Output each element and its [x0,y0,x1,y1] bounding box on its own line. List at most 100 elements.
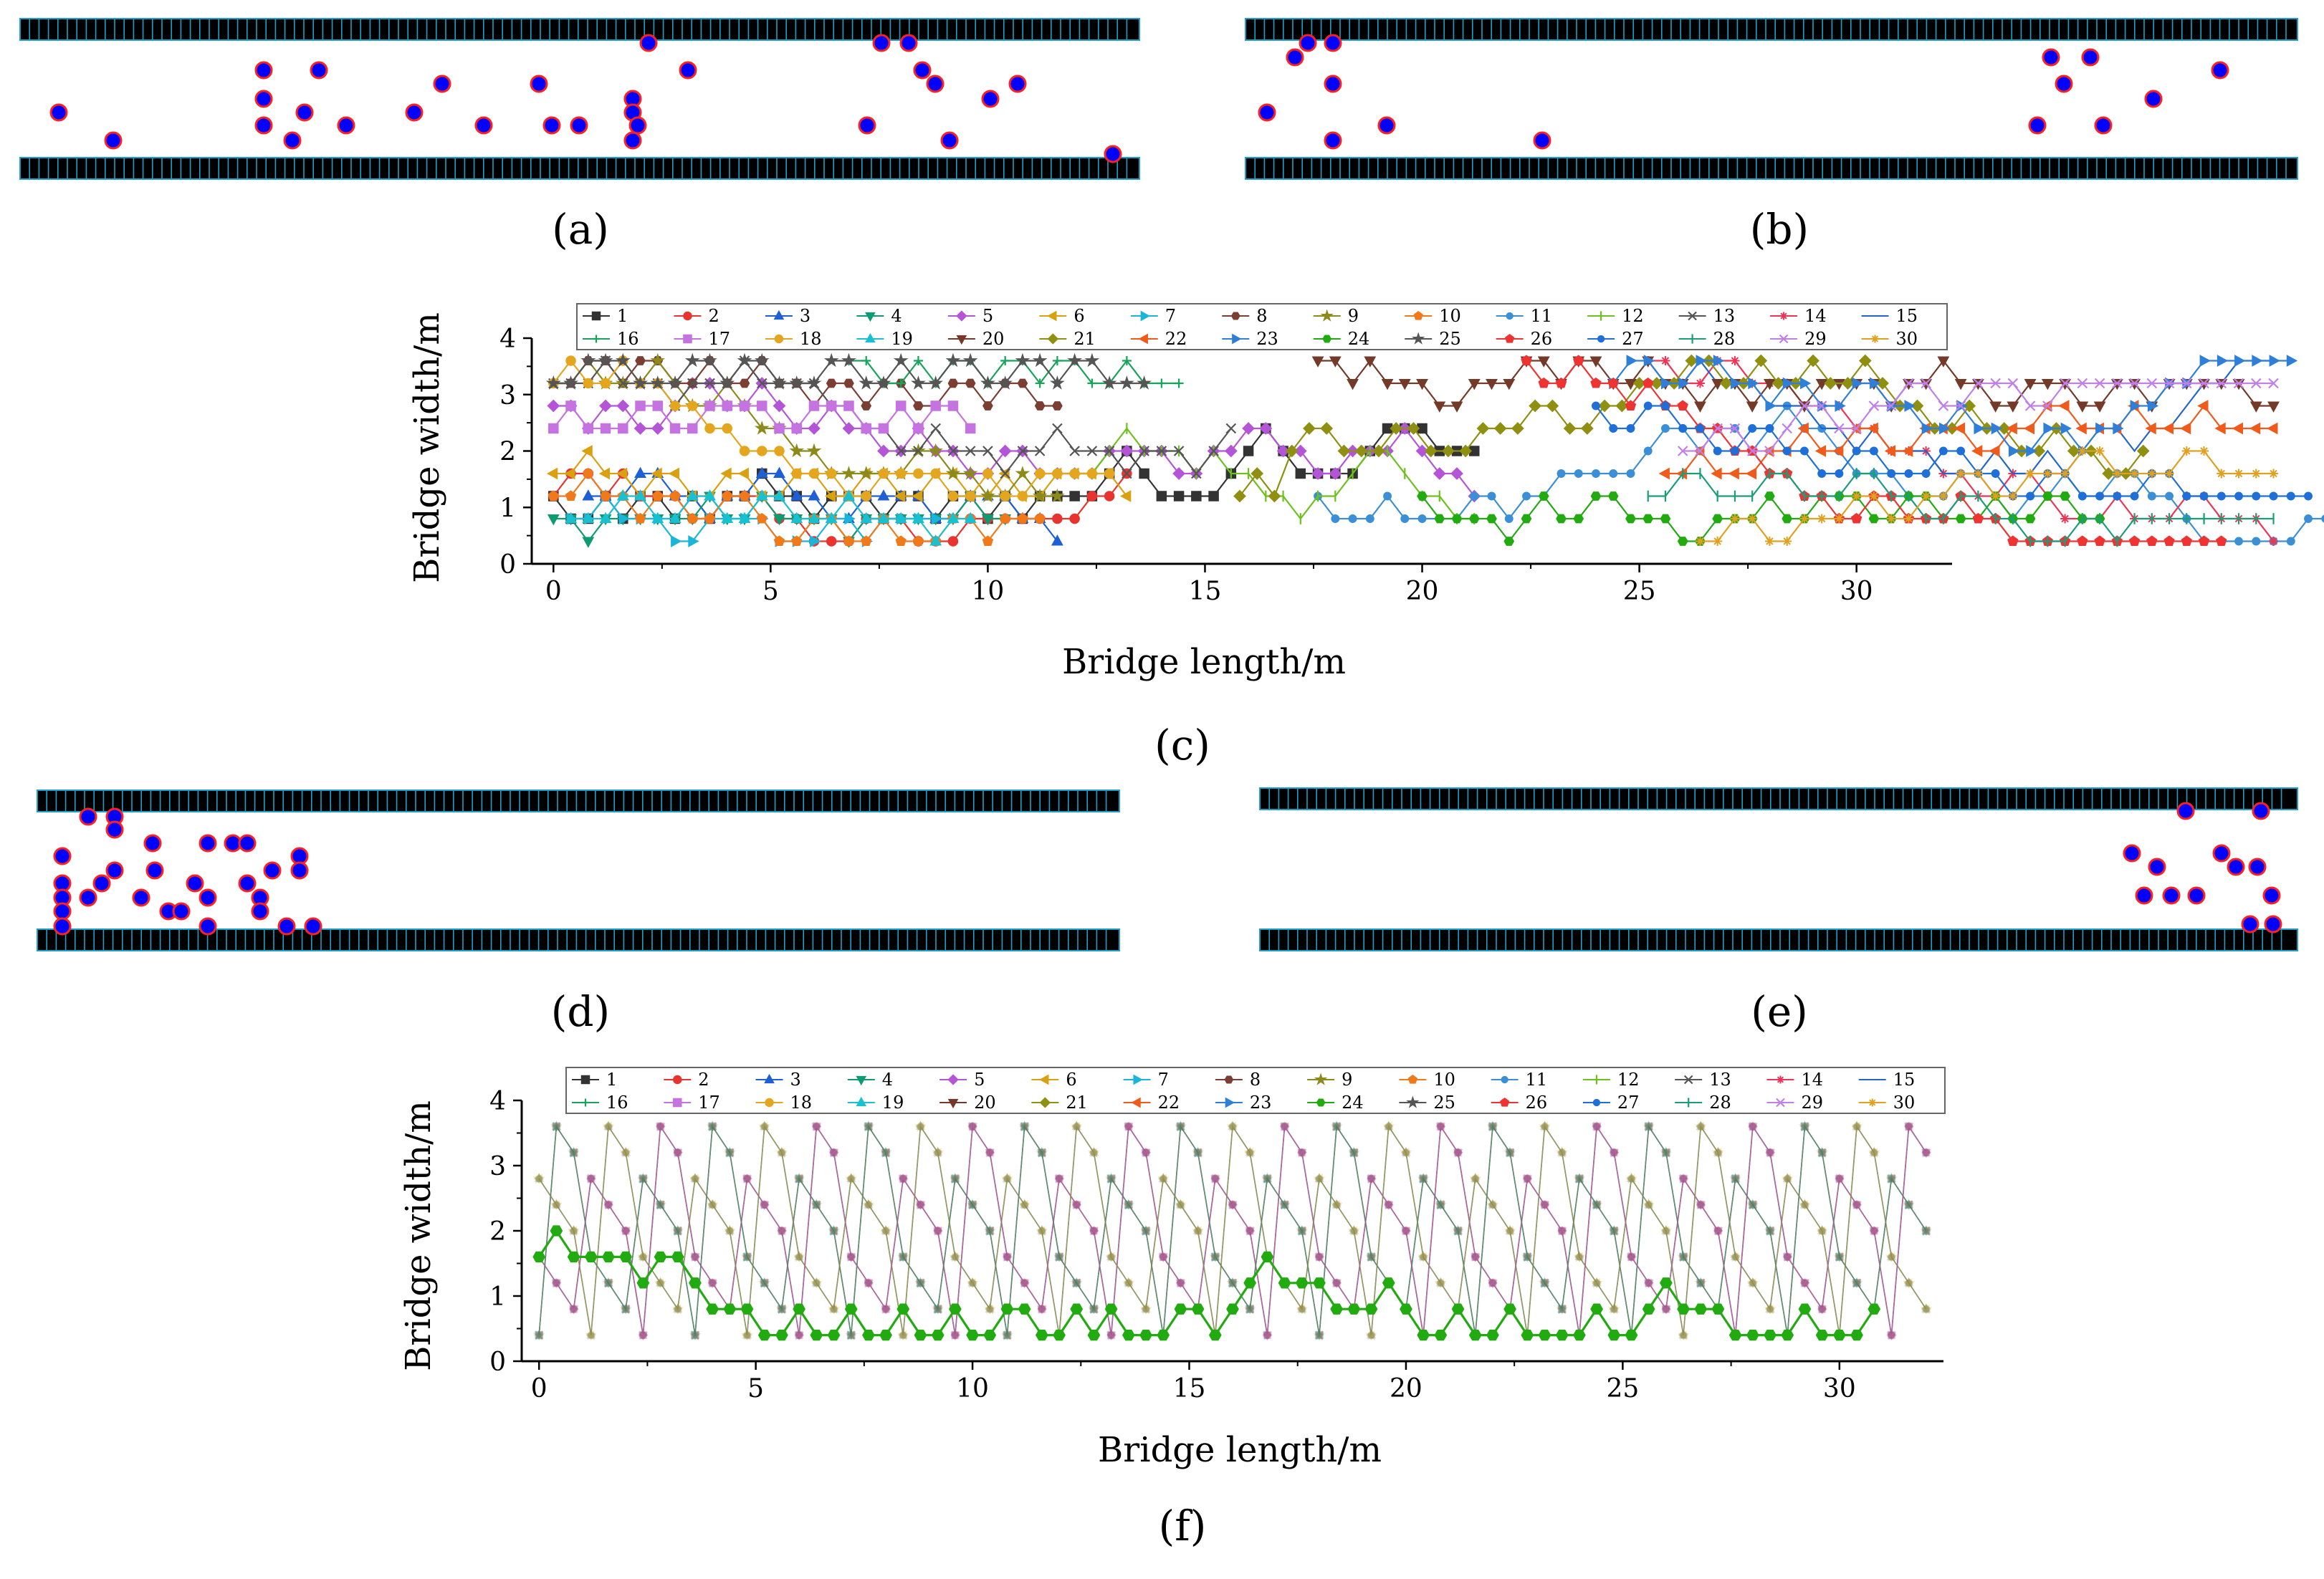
series-marker-2 [1104,491,1115,501]
legend-label-14: 14 [1804,306,1827,326]
legend-label-8: 8 [1250,1070,1261,1090]
series-marker-25 [876,375,891,390]
series-marker-29 [2094,378,2105,389]
series-marker-5 [998,444,1012,458]
legend-label-11: 11 [1531,306,1553,326]
x-tick-label: 5 [747,1374,764,1403]
deck-strip [37,928,1120,951]
series-marker-21 [1407,422,1420,435]
series-marker-bg-2 [1211,1174,1220,1183]
vehicle-dot [2176,802,2195,820]
legend-label-2: 2 [708,306,719,326]
series-marker-27 [2304,491,2313,501]
series-marker-30 [2164,469,2174,479]
series-marker-29 [1764,446,1775,456]
series-marker-6 [912,490,923,502]
series-marker-27 [1661,401,1670,411]
series-marker-24 [1261,1251,1274,1263]
series-marker-29 [2112,378,2123,389]
series-marker-bg-1 [1696,1279,1706,1287]
series-marker-16 [1000,356,1010,365]
series-marker-bg-30 [570,1227,578,1234]
series-marker-23 [1938,422,1951,435]
series-marker-bg-30 [813,1279,821,1287]
series-marker-20 [1954,379,1967,390]
series-marker-6 [824,490,836,502]
series-marker-bg-4 [1141,1227,1151,1237]
series-marker-5 [808,422,821,435]
series-marker-bg-2 [985,1148,995,1157]
series-marker-bg-30 [1784,1175,1792,1183]
series-marker-25 [1101,375,1117,390]
series-marker-bg-30 [1593,1279,1601,1287]
series-marker-23 [2217,355,2229,367]
series-marker-29 [1695,446,1706,456]
vehicle-dot [679,61,697,80]
series-marker-24 [914,1329,927,1341]
x-tick-label: 30 [1840,577,1873,606]
series-marker-24 [827,1329,841,1341]
series-marker-20 [1398,379,1411,390]
legend-label-23: 23 [1250,1093,1272,1113]
series-marker-18 [1000,491,1010,501]
series-marker-bg-30 [1194,1227,1202,1234]
series-marker-30 [1991,491,2001,501]
legend-label-10: 10 [1433,1070,1455,1090]
series-marker-27 [2269,491,2278,501]
series-marker-24 [1711,1303,1725,1315]
series-marker-bg-30 [1749,1279,1756,1287]
series-marker-bg-2 [1557,1227,1567,1235]
series-marker-4 [773,514,785,526]
series-marker-bg-2 [621,1227,630,1235]
series-marker-bg-3 [1192,1225,1203,1234]
series-marker-bg-3 [725,1225,735,1234]
series-marker-bg-1 [1922,1227,1931,1235]
series-marker-24 [1955,514,1966,524]
deck-bottom-b [1245,157,2298,180]
series-marker-8 [1052,401,1063,411]
series-marker-bg-4 [898,1253,909,1262]
y-tick-label: 1 [489,1282,506,1312]
series-marker-24 [1607,1329,1621,1341]
series-marker-24 [550,1225,563,1237]
series-marker-20 [1589,356,1602,368]
series-marker-24 [1018,1303,1031,1315]
deck-top-a [19,18,1140,41]
panel-e-bridge-layout [1259,787,2298,951]
series-marker-6 [564,467,575,480]
series-marker-bg-3 [1019,1199,1030,1209]
legend-label-13: 13 [1713,306,1736,326]
series-marker-29 [1938,400,1949,411]
series-marker-19 [616,489,629,501]
series-marker-24 [1815,1329,1829,1341]
series-marker-8 [965,378,976,388]
series-marker-27 [2113,491,2122,501]
y-tick-label: 3 [499,381,516,411]
series-marker-bg-2 [1003,1252,1012,1262]
series-marker-18 [1104,468,1115,479]
series-marker-24 [2024,514,2036,524]
vehicle-dot [199,888,217,907]
series-marker-29 [1851,423,1862,434]
series-marker-13 [1017,446,1028,456]
series-marker-24 [636,1277,650,1289]
series-marker-17 [722,400,733,411]
series-marker-20 [1503,379,1516,390]
legend-label-6: 6 [1066,1070,1076,1090]
legend-swatch-marker-2 [683,311,692,321]
series-marker-bg-4 [777,1305,787,1315]
series-marker-3 [790,489,803,501]
vehicle-dot [628,116,647,135]
series-marker-25 [667,375,683,390]
series-marker-24 [1573,514,1584,524]
series-marker-24 [1382,1277,1395,1289]
series-marker-29 [2163,378,2175,389]
series-line-16 [848,359,1180,385]
series-marker-11 [1470,491,1479,501]
series-marker-bg-30 [1541,1123,1549,1131]
series-marker-24 [1313,1277,1326,1289]
legend-frame [576,303,1948,350]
series-marker-24 [1417,1329,1430,1341]
caption-f: (f) [1159,1502,1207,1550]
series-marker-bg-1 [1835,1252,1844,1262]
